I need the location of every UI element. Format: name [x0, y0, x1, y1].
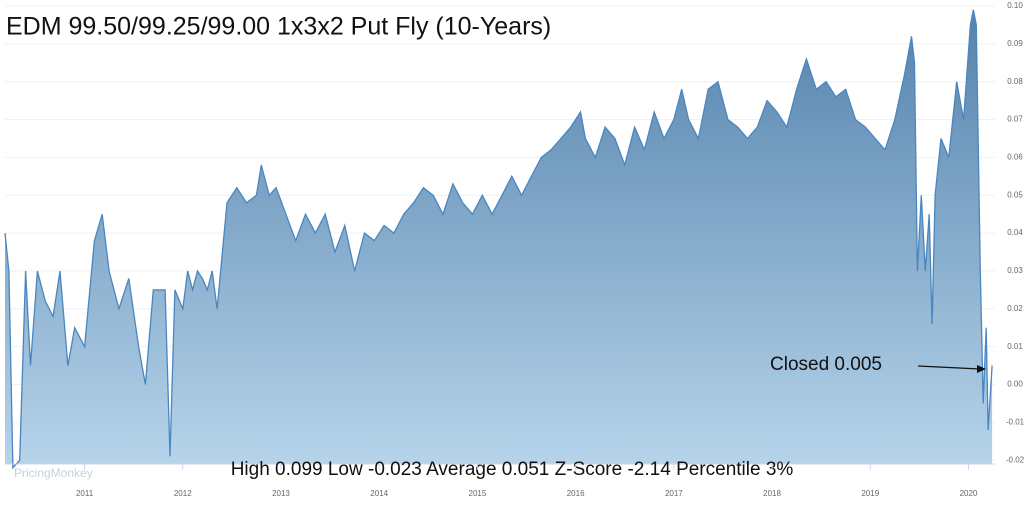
stats-text: High 0.099 Low -0.023 Average 0.051 Z-Sc…: [231, 459, 794, 480]
x-tick-label: 2018: [763, 489, 781, 498]
y-tick-label: 0.06: [1007, 153, 1023, 162]
x-tick-label: 2014: [370, 489, 388, 498]
y-tick-label: 0.00: [1007, 380, 1023, 389]
x-tick-label: 2011: [76, 489, 94, 498]
y-tick-label: 0.02: [1007, 304, 1023, 313]
y-tick-label: 0.08: [1007, 77, 1023, 86]
y-tick-label: 0.05: [1007, 190, 1023, 199]
chart-title: EDM 99.50/99.25/99.00 1x3x2 Put Fly (10-…: [6, 13, 551, 41]
y-tick-label: 0.04: [1007, 228, 1023, 237]
y-tick-label: 0.03: [1007, 266, 1023, 275]
x-tick-label: 2016: [567, 489, 585, 498]
y-tick-label: -0.01: [1006, 417, 1024, 426]
y-tick-label: 0.01: [1007, 342, 1023, 351]
annotation-arrow: [917, 365, 981, 370]
y-tick-label: 0.10: [1007, 1, 1023, 10]
y-tick-label: -0.02: [1006, 455, 1024, 464]
y-tick-label: 0.07: [1007, 115, 1023, 124]
x-tick-label: 2013: [272, 489, 290, 498]
area-fill: [5, 9, 993, 468]
annotation: Closed 0.005: [770, 354, 882, 375]
series-line: [4, 9, 993, 470]
y-tick-label: 0.09: [1007, 39, 1023, 48]
x-tick-label: 2015: [469, 489, 487, 498]
x-tick-label: 2020: [960, 489, 978, 498]
x-tick-label: 2017: [665, 489, 683, 498]
x-tick-label: 2019: [861, 489, 879, 498]
x-tick-label: 2012: [174, 489, 192, 498]
watermark: PricingMonkey: [14, 466, 93, 480]
annotation-arrowhead: [977, 365, 986, 373]
